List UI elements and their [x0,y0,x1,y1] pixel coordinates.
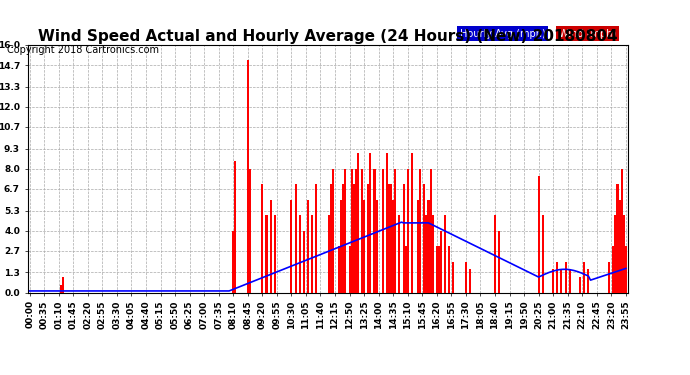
Bar [390,184,392,292]
Bar [290,200,293,292]
Bar [369,153,371,292]
Bar [394,169,396,292]
Bar [406,169,408,292]
Bar [413,184,415,292]
Bar [266,215,268,292]
Bar [270,200,272,292]
Bar [419,169,421,292]
Bar [355,184,357,292]
Bar [60,285,62,292]
Bar [587,269,589,292]
Bar [344,169,346,292]
Bar [427,200,430,292]
Bar [274,215,276,292]
Bar [380,169,382,292]
Bar [442,169,444,292]
Bar [402,184,404,292]
Bar [432,215,434,292]
Bar [498,231,500,292]
Bar [338,200,340,292]
Bar [386,153,388,292]
Bar [579,277,581,292]
Bar [425,246,427,292]
Text: Hourly Avg (mph): Hourly Avg (mph) [460,29,546,39]
Bar [444,215,446,292]
Bar [465,262,467,292]
Bar [303,231,305,292]
Bar [363,200,365,292]
Bar [307,200,309,292]
Bar [375,246,377,292]
Bar [388,200,390,292]
Bar [556,262,558,292]
Bar [332,169,334,292]
Bar [608,262,610,292]
Bar [438,215,440,292]
Bar [398,246,400,292]
Bar [382,169,384,292]
Bar [311,215,313,292]
Bar [299,215,301,292]
Bar [353,184,355,292]
Bar [357,153,359,292]
Bar [430,215,432,292]
Bar [423,184,425,292]
Bar [328,215,330,292]
Bar [404,169,406,292]
Text: Wind (mph): Wind (mph) [559,29,616,39]
Text: Copyright 2018 Cartronics.com: Copyright 2018 Cartronics.com [7,45,159,55]
Bar [622,215,624,292]
Bar [538,177,540,292]
Bar [348,246,351,292]
Bar [448,246,451,292]
Bar [330,215,332,292]
Bar [262,184,264,292]
Bar [616,184,618,292]
Bar [367,246,369,292]
Bar [542,215,544,292]
Bar [373,169,375,292]
Bar [564,262,566,292]
Bar [614,215,616,292]
Bar [612,246,614,292]
Bar [569,269,571,292]
Bar [249,169,251,292]
Bar [62,277,64,292]
Bar [315,184,317,292]
Bar [620,169,622,292]
Bar [295,184,297,292]
Bar [351,169,353,292]
Bar [583,262,585,292]
Bar [440,231,442,292]
Bar [361,169,363,292]
Bar [342,246,344,292]
Title: Wind Speed Actual and Hourly Average (24 Hours) (New) 20180804: Wind Speed Actual and Hourly Average (24… [38,29,618,44]
Bar [235,161,237,292]
Bar [560,269,562,292]
Bar [624,246,627,292]
Bar [552,269,554,292]
Bar [247,60,249,292]
Bar [453,262,455,292]
Bar [340,200,342,292]
Bar [469,269,471,292]
Bar [494,215,496,292]
Bar [618,200,620,292]
Bar [436,200,438,292]
Bar [411,153,413,292]
Bar [233,231,235,292]
